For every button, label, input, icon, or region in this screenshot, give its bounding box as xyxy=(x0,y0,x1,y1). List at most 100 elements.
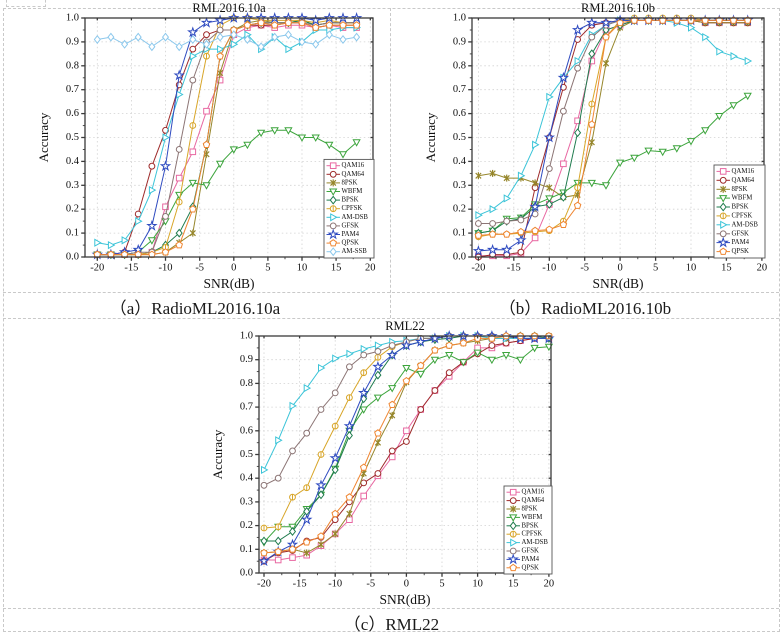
svg-text:10: 10 xyxy=(686,262,697,273)
svg-text:QAM16: QAM16 xyxy=(522,489,545,496)
series-QAM64 xyxy=(475,17,752,261)
table-divider-h1 xyxy=(3,292,779,293)
table-divider-h2 xyxy=(3,318,779,319)
svg-text:0.6: 0.6 xyxy=(240,425,253,436)
svg-text:20: 20 xyxy=(757,262,768,273)
caption-b: （b）RadioML2016.10b xyxy=(498,299,672,318)
table-divider-vertical xyxy=(390,8,391,318)
svg-text:AM-DSB: AM-DSB xyxy=(522,539,549,546)
series-GFSK xyxy=(475,17,752,227)
svg-text:AM-DSB: AM-DSB xyxy=(732,221,759,228)
svg-text:0.9: 0.9 xyxy=(66,36,79,47)
svg-text:1.0: 1.0 xyxy=(453,13,466,24)
svg-text:PAM4: PAM4 xyxy=(522,556,540,563)
svg-text:-10: -10 xyxy=(328,578,342,589)
svg-text:AM-DSB: AM-DSB xyxy=(342,214,369,221)
legend: QAM16QAM648PSKWBFMBPSKCPFSKAM-DSBGFSKPAM… xyxy=(503,485,553,575)
svg-text:-5: -5 xyxy=(366,578,375,589)
svg-text:BPSK: BPSK xyxy=(732,204,749,211)
caption-c: （c）RML22 xyxy=(343,615,440,634)
svg-text:0.3: 0.3 xyxy=(66,180,79,191)
svg-text:GFSK: GFSK xyxy=(732,230,749,237)
x-axis-label: SNR(dB) xyxy=(379,592,430,607)
series-CPFSK xyxy=(475,14,752,241)
svg-text:0.7: 0.7 xyxy=(66,84,79,95)
legend: QAM16QAM648PSKWBFMBPSKCPFSKAM-DSBGFSKPAM… xyxy=(713,164,766,259)
svg-text:15: 15 xyxy=(721,262,732,273)
svg-text:0.3: 0.3 xyxy=(240,496,253,507)
svg-text:-20: -20 xyxy=(257,578,271,589)
y-axis-label: Accuracy xyxy=(423,112,438,162)
x-axis-label: SNR(dB) xyxy=(592,276,643,291)
svg-text:QAM64: QAM64 xyxy=(522,497,545,504)
svg-text:-10: -10 xyxy=(542,262,556,273)
caption-a: （a）RadioML2016.10a xyxy=(109,299,281,318)
svg-text:15: 15 xyxy=(508,578,519,589)
svg-text:-5: -5 xyxy=(580,262,589,273)
chart-rml22: -20 -15 -10 -5 0 5 10 15 20 0.0 0.1 0.2 0.3 0.4 0.5 0.6… xyxy=(210,319,555,607)
svg-text:1.0: 1.0 xyxy=(66,13,79,24)
svg-text:5: 5 xyxy=(439,578,444,589)
svg-text:-20: -20 xyxy=(90,262,104,273)
svg-text:0: 0 xyxy=(617,262,622,273)
svg-text:0.2: 0.2 xyxy=(453,204,466,215)
svg-text:GFSK: GFSK xyxy=(342,222,359,229)
chart-title: RML2016.10b xyxy=(581,1,655,15)
svg-text:QAM16: QAM16 xyxy=(342,162,365,169)
svg-text:20: 20 xyxy=(544,578,555,589)
table-border-outer xyxy=(3,8,780,632)
chart-title: RML22 xyxy=(385,319,425,333)
svg-text:5: 5 xyxy=(265,262,270,273)
axes xyxy=(255,335,552,577)
svg-text:0.5: 0.5 xyxy=(240,449,253,460)
svg-text:0.8: 0.8 xyxy=(453,60,466,71)
series-AM-DSB xyxy=(94,23,362,250)
chart-rml2016-10b: -20 -15 -10 -5 0 5 10 15 20 0.0 0.1 0.2 0.3 0.4 0.5 0.6… xyxy=(423,1,768,291)
tick-labels: -20 -15 -10 -5 0 5 10 15 20 0.0 0.1 0.2 0.3 0.4 0.5 0.6… xyxy=(66,13,376,274)
svg-text:-5: -5 xyxy=(195,262,204,273)
table-border-fragment xyxy=(6,0,46,7)
svg-text:1.0: 1.0 xyxy=(240,331,253,342)
svg-text:20: 20 xyxy=(365,262,376,273)
svg-text:QAM16: QAM16 xyxy=(732,168,755,175)
svg-text:CPFSK: CPFSK xyxy=(342,205,363,212)
svg-text:QAM64: QAM64 xyxy=(342,171,365,178)
svg-text:WBFM: WBFM xyxy=(342,188,363,195)
svg-text:QPSK: QPSK xyxy=(522,564,539,571)
table-divider-h3 xyxy=(3,608,779,609)
svg-text:BPSK: BPSK xyxy=(342,197,359,204)
svg-text:0.9: 0.9 xyxy=(453,36,466,47)
svg-text:PAM4: PAM4 xyxy=(732,239,750,246)
svg-text:AM-SSB: AM-SSB xyxy=(342,248,368,255)
svg-text:0.0: 0.0 xyxy=(240,568,253,579)
series-AM-SSB xyxy=(93,30,361,52)
series-WBFM xyxy=(474,92,752,238)
svg-text:-15: -15 xyxy=(293,578,307,589)
svg-text:10: 10 xyxy=(472,578,483,589)
svg-text:WBFM: WBFM xyxy=(732,195,753,202)
svg-text:0.1: 0.1 xyxy=(453,228,466,239)
svg-text:0: 0 xyxy=(231,262,236,273)
svg-text:0.9: 0.9 xyxy=(240,354,253,365)
svg-text:0.4: 0.4 xyxy=(453,156,467,167)
svg-text:8PSK: 8PSK xyxy=(732,186,748,193)
chart-title: RML2016.10a xyxy=(192,1,266,15)
svg-text:-15: -15 xyxy=(507,262,521,273)
svg-text:PAM4: PAM4 xyxy=(342,231,360,238)
svg-text:CPFSK: CPFSK xyxy=(732,212,753,219)
svg-text:0.5: 0.5 xyxy=(453,132,466,143)
y-axis-label: Accuracy xyxy=(36,112,51,162)
x-axis-label: SNR(dB) xyxy=(203,276,254,291)
svg-text:8PSK: 8PSK xyxy=(522,506,538,513)
tick-labels: -20 -15 -10 -5 0 5 10 15 20 0.0 0.1 0.2 0.3 0.4 0.5 0.6… xyxy=(240,331,554,590)
svg-text:0.2: 0.2 xyxy=(240,520,253,531)
svg-text:8PSK: 8PSK xyxy=(342,179,358,186)
svg-text:0.2: 0.2 xyxy=(66,204,79,215)
series-PAM4 xyxy=(472,14,754,256)
series-QPSK xyxy=(93,18,361,258)
svg-text:0.3: 0.3 xyxy=(453,180,466,191)
svg-text:GFSK: GFSK xyxy=(522,548,539,555)
svg-text:0.6: 0.6 xyxy=(453,108,466,119)
svg-text:0.0: 0.0 xyxy=(453,252,466,263)
